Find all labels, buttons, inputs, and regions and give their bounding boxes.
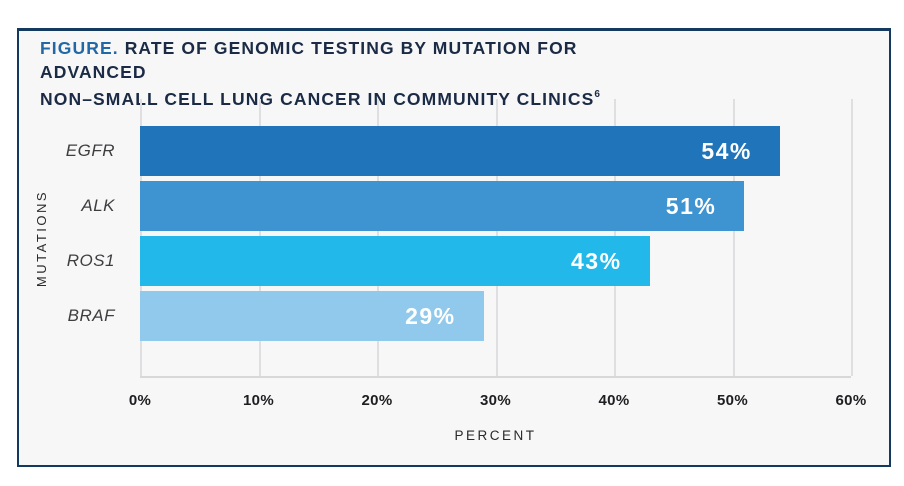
x-tick-label-0: 0% (128, 392, 152, 409)
category-label-egfr: EGFR (65, 141, 115, 160)
gridline-60 (851, 99, 853, 376)
x-tick-label-20: 20% (361, 392, 393, 409)
footnote-marker: 6 (594, 89, 600, 100)
category-label-alk: ALK (81, 196, 115, 215)
x-tick-label-50: 50% (717, 392, 748, 409)
title-line2: NON–SMALL CELL LUNG CANCER IN COMMUNITY … (40, 88, 595, 109)
value-label-ros1: 43% (571, 248, 622, 274)
x-tick-label-60: 60% (835, 392, 867, 409)
bar-alk: 51% (140, 181, 745, 231)
category-label-braf: BRAF (67, 306, 115, 325)
plot-area: 54% 51% 43% 29% (140, 99, 853, 378)
gridline-50 (732, 99, 735, 376)
x-axis-title: PERCENT (454, 428, 537, 443)
x-tick-label-30: 30% (480, 392, 511, 409)
y-axis-title-wrap: MUTATIONS (20, 99, 64, 378)
y-axis-title: MUTATIONS (34, 189, 50, 288)
category-label-ros1: ROS1 (66, 251, 115, 270)
value-label-egfr: 54% (701, 138, 752, 164)
category-label-group: EGFR ALK ROS1 BRAF (0, 99, 115, 378)
x-tick-label-10: 10% (243, 392, 274, 409)
x-tick-label-40: 40% (598, 392, 630, 409)
bar-egfr: 54% (140, 126, 780, 176)
bar-braf: 29% (140, 291, 484, 341)
figure-label: FIGURE. (40, 38, 119, 58)
title-line1: RATE OF GENOMIC TESTING BY MUTATION FOR … (40, 38, 578, 82)
figure-title: FIGURE. RATE OF GENOMIC TESTING BY MUTATI… (40, 36, 680, 111)
bar-ros1: 43% (140, 236, 650, 286)
value-label-braf: 29% (405, 303, 456, 329)
x-tick-group: 0% 10% 20% 30% 40% 50% 60% (129, 392, 866, 412)
value-label-alk: 51% (665, 193, 717, 219)
